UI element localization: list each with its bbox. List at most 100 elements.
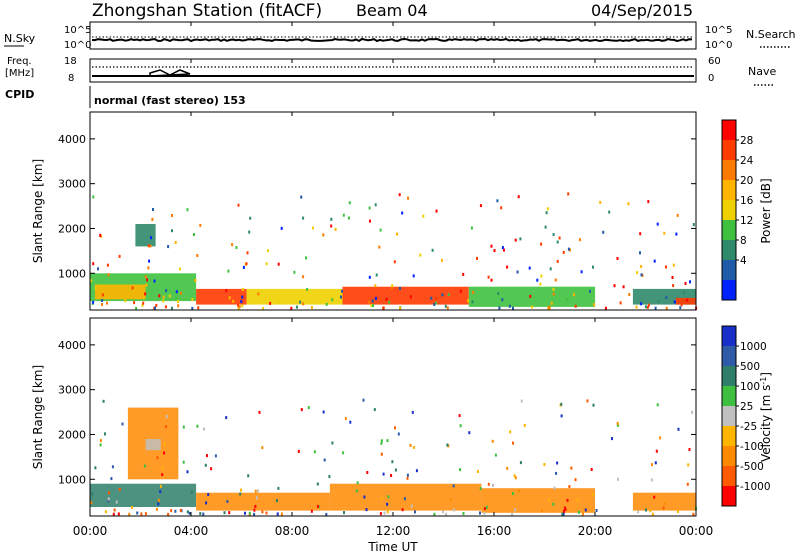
power-speck bbox=[133, 301, 136, 305]
x-tick-label: 16:00 bbox=[477, 524, 512, 538]
power-speck bbox=[391, 284, 394, 287]
power-speck bbox=[640, 302, 643, 306]
velocity-speck bbox=[523, 423, 526, 427]
velocity-speck bbox=[576, 498, 579, 502]
power-speck bbox=[124, 299, 127, 303]
colorbar-swatch bbox=[722, 240, 736, 260]
velocity-speck bbox=[433, 512, 436, 516]
power-speck bbox=[107, 273, 110, 277]
velocity-speck bbox=[656, 403, 659, 407]
velocity-speck bbox=[244, 511, 246, 515]
velocity-speck bbox=[688, 448, 691, 451]
velocity-region-5 bbox=[481, 488, 595, 513]
velocity-speck bbox=[560, 402, 563, 406]
velocity-speck bbox=[446, 443, 449, 447]
power-speck bbox=[656, 222, 659, 226]
power-region-8 bbox=[675, 297, 696, 305]
power-speck bbox=[299, 300, 302, 304]
velocity-speck bbox=[637, 510, 640, 514]
velocity-speck bbox=[563, 509, 565, 513]
power-speck bbox=[578, 238, 581, 242]
velocity-speck bbox=[487, 482, 490, 486]
velocity-y-axis: 1000 2000 3000 4000 bbox=[58, 339, 696, 486]
power-speck bbox=[500, 206, 503, 210]
power-speck bbox=[548, 305, 551, 309]
power-speck bbox=[441, 293, 444, 297]
velocity-speck bbox=[206, 454, 208, 458]
velocity-speck bbox=[121, 422, 124, 426]
power-speck bbox=[552, 233, 555, 237]
colorbar-tick-label: -500 bbox=[740, 461, 764, 473]
power-scatter-layer bbox=[90, 192, 698, 310]
power-speck bbox=[476, 256, 478, 260]
power-speck bbox=[672, 284, 675, 288]
power-speck bbox=[646, 305, 649, 309]
velocity-speck bbox=[331, 441, 334, 445]
power-speck bbox=[407, 196, 409, 200]
velocity-speck bbox=[188, 511, 191, 515]
colorbar-swatch bbox=[722, 466, 736, 486]
nsearch-label: N.Search bbox=[746, 28, 796, 41]
velocity-speck bbox=[409, 443, 412, 447]
velocity-speck bbox=[254, 505, 257, 508]
colorbar-tick-label: 500 bbox=[740, 361, 760, 373]
y-tick-label: 2000 bbox=[58, 222, 86, 235]
velocity-region-6 bbox=[632, 492, 696, 511]
power-speck bbox=[508, 304, 511, 308]
velocity-speck bbox=[265, 511, 268, 515]
power-speck bbox=[512, 306, 514, 310]
velocity-speck bbox=[247, 474, 250, 478]
y-tick-label: 3000 bbox=[58, 178, 86, 191]
velocity-speck bbox=[90, 501, 93, 505]
velocity-speck bbox=[677, 427, 680, 431]
velocity-speck bbox=[316, 482, 319, 486]
velocity-speck bbox=[595, 509, 598, 512]
power-speck bbox=[306, 287, 309, 291]
y-tick-label: 1000 bbox=[58, 473, 86, 486]
velocity-speck bbox=[167, 512, 170, 516]
power-speck bbox=[665, 296, 668, 300]
power-speck bbox=[497, 292, 500, 295]
power-speck bbox=[567, 247, 570, 251]
velocity-speck bbox=[458, 414, 461, 418]
power-speck bbox=[242, 265, 245, 269]
power-speck bbox=[433, 303, 436, 306]
power-speck bbox=[175, 290, 178, 294]
power-speck bbox=[174, 241, 177, 244]
power-speck bbox=[293, 270, 296, 274]
power-speck bbox=[162, 299, 165, 303]
power-speck bbox=[422, 214, 425, 218]
velocity-speck bbox=[553, 486, 556, 490]
colorbar-swatch bbox=[722, 386, 736, 406]
power-speck bbox=[322, 233, 325, 237]
power-speck bbox=[401, 211, 404, 215]
colorbar-tick-label: 8 bbox=[740, 235, 747, 247]
velocity-speck bbox=[113, 508, 116, 512]
power-speck bbox=[558, 236, 561, 240]
colorbar-tick-label: 28 bbox=[740, 135, 753, 147]
power-speck bbox=[300, 195, 303, 199]
velocity-speck bbox=[494, 453, 497, 457]
velocity-speck bbox=[519, 461, 522, 465]
power-speck bbox=[647, 303, 650, 307]
velocity-speck bbox=[382, 472, 385, 476]
velocity-speck bbox=[574, 478, 577, 482]
y-tick-label: 4000 bbox=[58, 133, 86, 146]
velocity-speck bbox=[297, 449, 300, 453]
power-speck bbox=[232, 299, 235, 303]
power-speck bbox=[487, 275, 490, 279]
power-speck bbox=[604, 306, 607, 310]
velocity-speck bbox=[276, 512, 279, 516]
nsky-tick-top-right: 10^5 bbox=[705, 25, 732, 36]
power-speck bbox=[186, 208, 189, 212]
power-speck bbox=[593, 303, 596, 307]
power-speck bbox=[654, 306, 657, 310]
power-speck bbox=[231, 243, 234, 247]
velocity-speck bbox=[110, 477, 113, 481]
beam-label: Beam 04 bbox=[356, 1, 428, 20]
velocity-speck bbox=[556, 461, 559, 465]
colorbar-tick-label: 12 bbox=[740, 215, 753, 227]
velocity-speck bbox=[541, 509, 544, 513]
velocity-speck bbox=[568, 485, 571, 489]
velocity-speck bbox=[131, 506, 134, 509]
